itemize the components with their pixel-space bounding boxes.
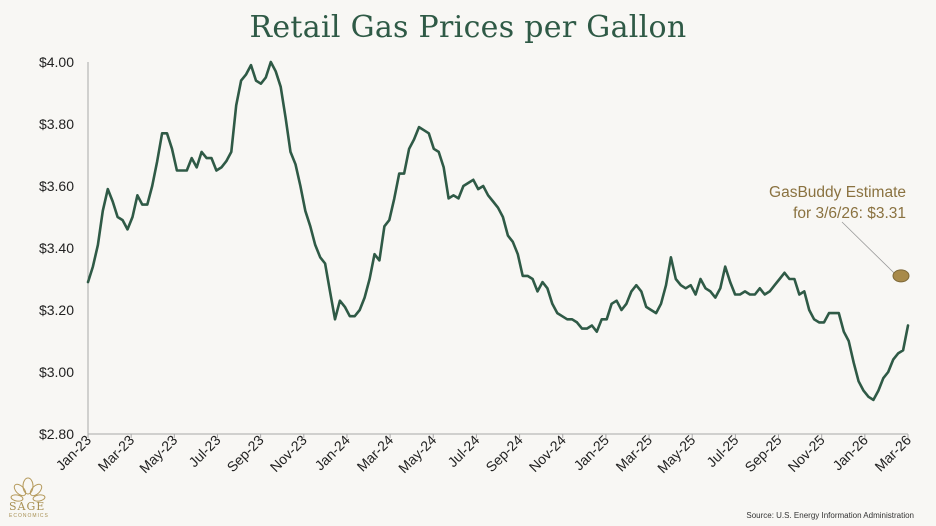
x-tick-label: Jan-25 [570, 432, 612, 474]
annotation-line-2: for 3/6/26: $3.31 [793, 205, 906, 222]
x-tick-label: May-25 [654, 432, 698, 476]
annotation-line-1: GasBuddy Estimate [769, 184, 906, 201]
y-tick-label: $3.60 [39, 178, 74, 194]
logo-name: SAGE [9, 500, 46, 513]
y-tick-label: $2.80 [39, 426, 74, 442]
estimate-marker [892, 269, 910, 283]
x-tick-label: Jul-24 [444, 432, 482, 470]
x-tick-label: May-24 [395, 432, 439, 476]
x-tick-label: Jul-23 [185, 432, 223, 470]
x-tick-label: Jul-25 [703, 432, 741, 470]
x-tick-label: Mar-24 [354, 432, 397, 475]
y-axis-ticks: $4.00 $3.80 $3.60 $3.40 $3.20 $3.00 $2.80 [39, 54, 74, 442]
y-tick-label: $3.20 [39, 302, 74, 318]
y-tick-label: $3.40 [39, 240, 74, 256]
x-tick-label: Nov-25 [785, 432, 828, 475]
annotation-leader-line [841, 221, 895, 274]
x-tick-label: Sep-25 [741, 432, 784, 475]
x-tick-label: Sep-23 [224, 432, 267, 475]
x-tick-label: Mar-23 [95, 432, 138, 475]
chart-title: Retail Gas Prices per Gallon [249, 10, 687, 45]
x-tick-label: Mar-25 [612, 432, 655, 475]
y-tick-label: $3.80 [39, 116, 74, 132]
x-tick-label: May-23 [136, 432, 180, 476]
x-tick-label: Jan-24 [311, 432, 353, 474]
y-tick-label: $3.00 [39, 364, 74, 380]
x-tick-label: Sep-24 [482, 432, 525, 475]
x-tick-label: Nov-24 [526, 432, 569, 475]
x-tick-label: Nov-23 [267, 432, 310, 475]
logo-subtitle: ECONOMICS [9, 513, 49, 519]
series-line [86, 60, 910, 402]
x-tick-label: Mar-26 [871, 432, 914, 475]
sage-leaf-icon [10, 477, 46, 502]
series-group [86, 60, 910, 402]
chart-axes [87, 62, 908, 435]
annotation-group: GasBuddy Estimate for 3/6/26: $3.31 [769, 184, 910, 283]
y-tick-label: $4.00 [39, 54, 74, 70]
source-note: Source: U.S. Energy Information Administ… [746, 511, 914, 520]
x-tick-label: Jan-26 [829, 432, 871, 474]
